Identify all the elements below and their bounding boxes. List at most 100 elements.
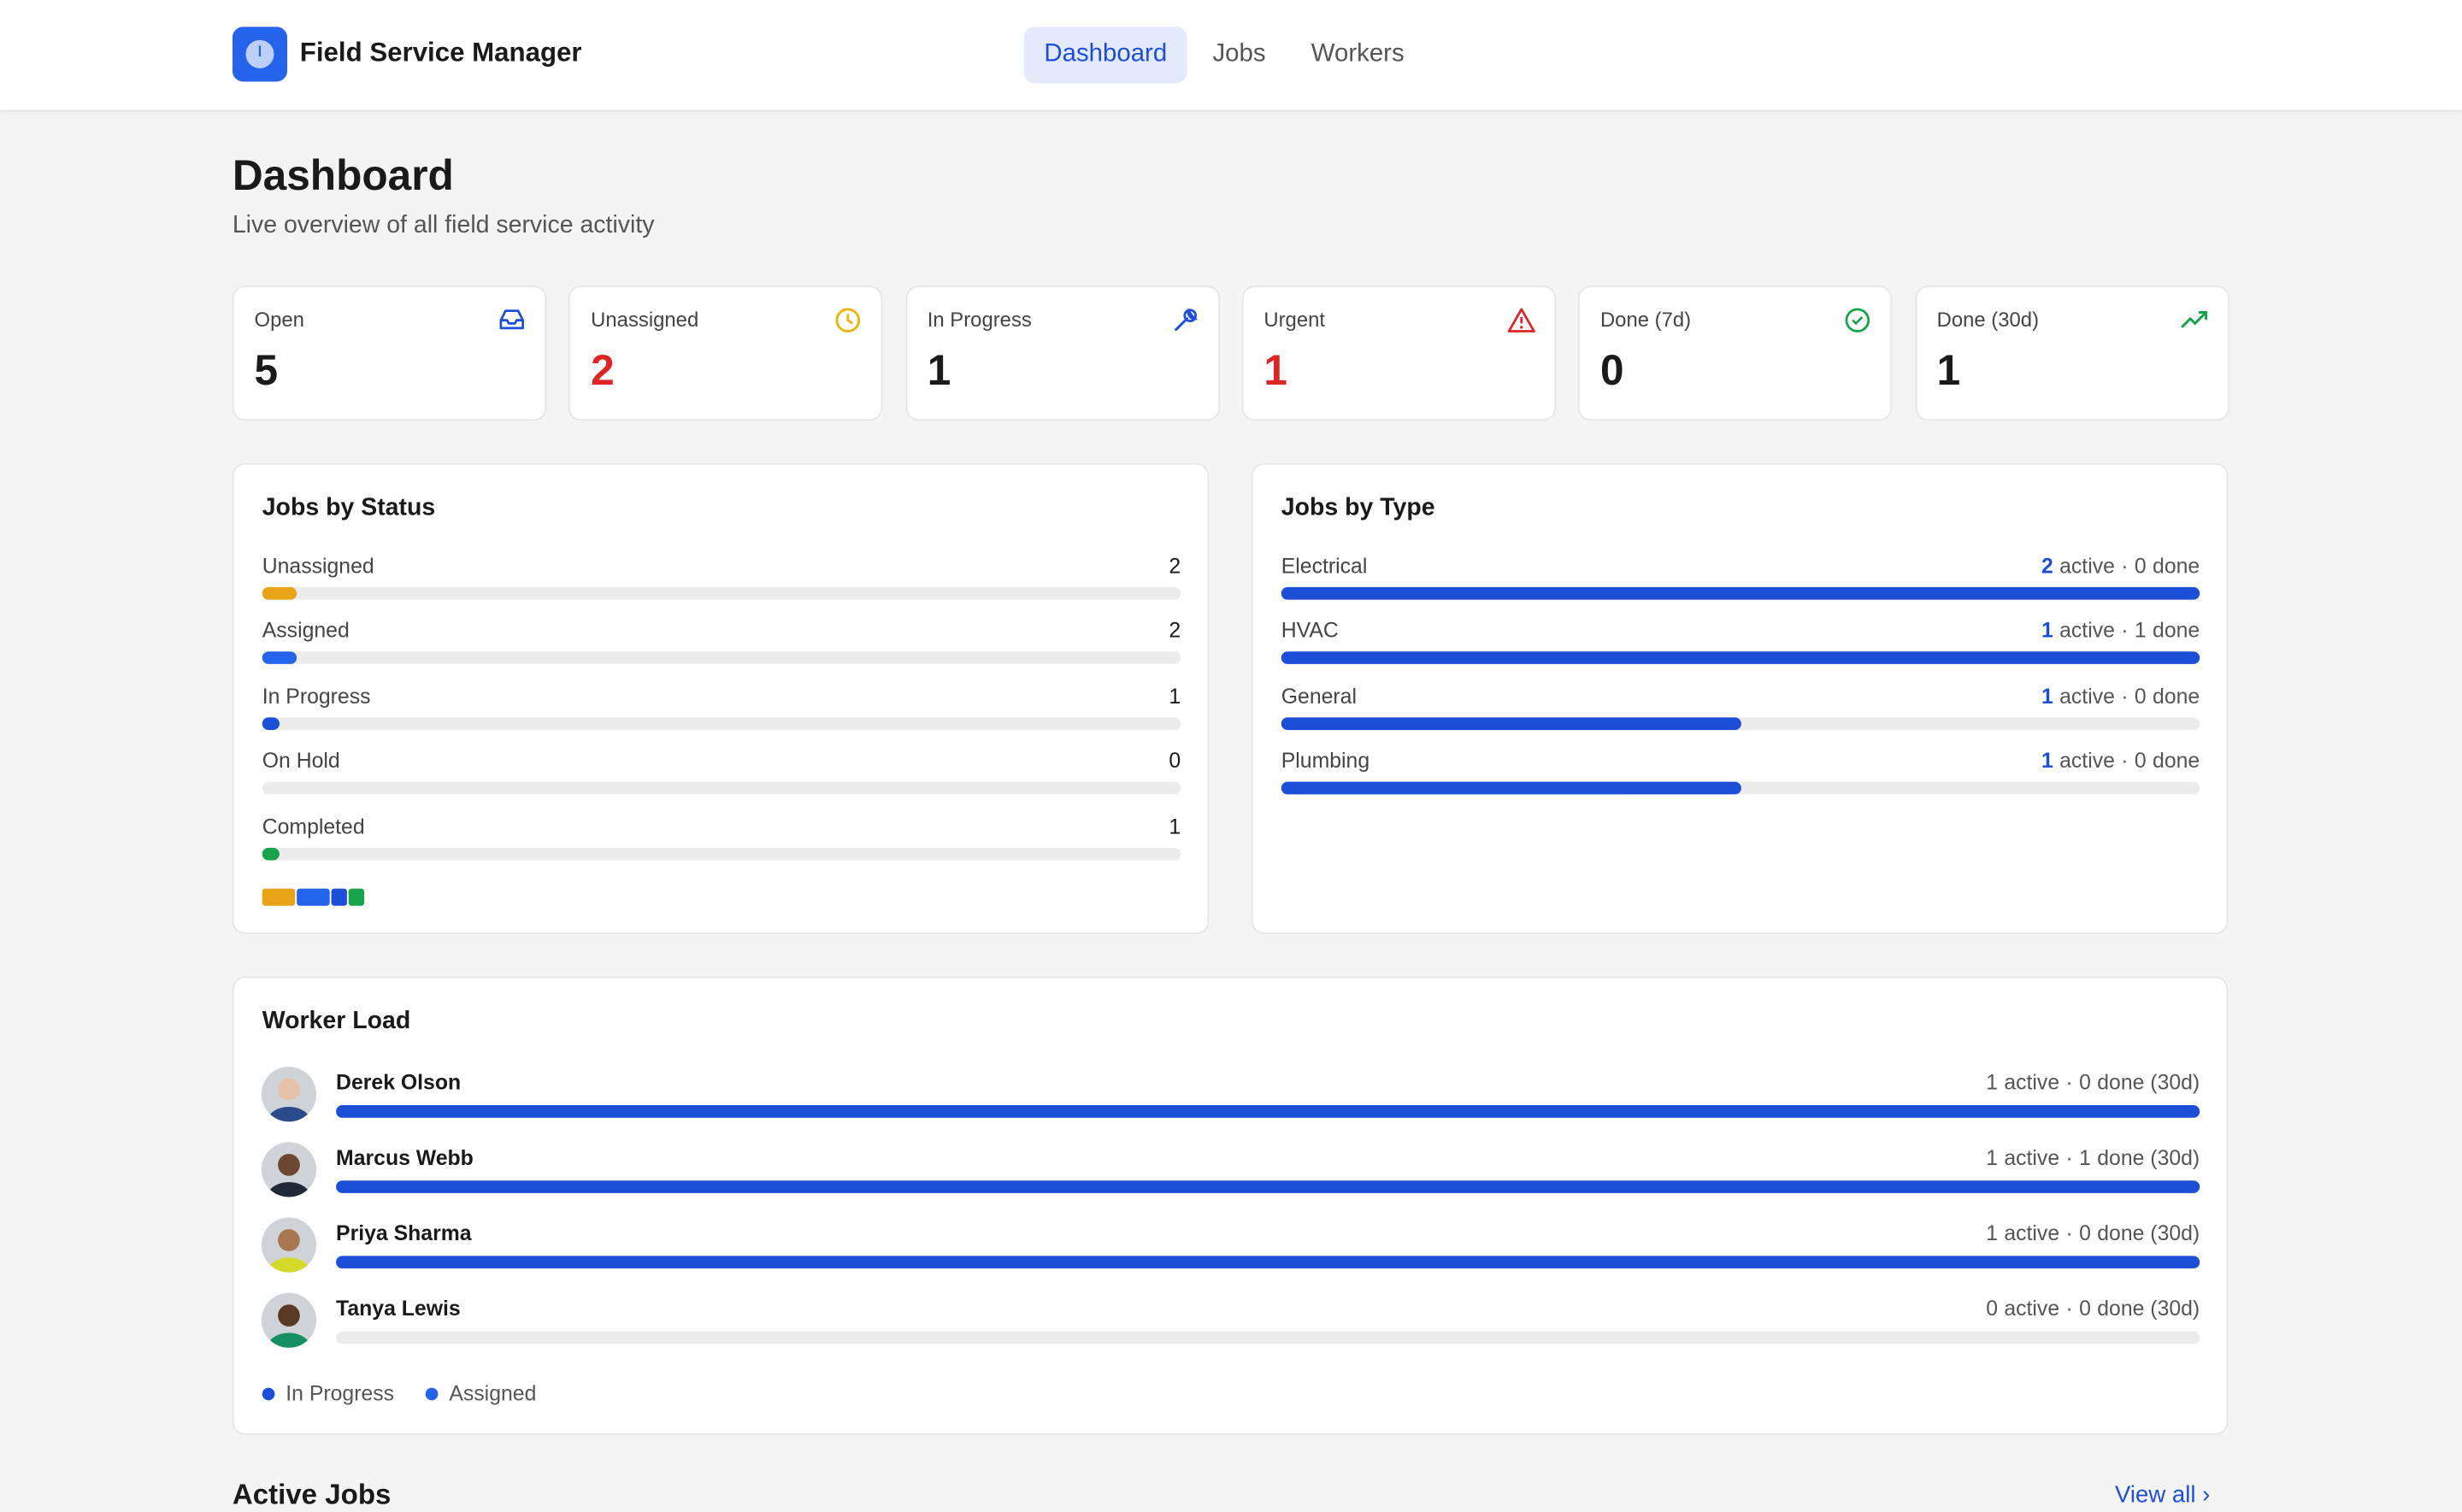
- stat-card: [1241, 285, 1556, 421]
- avatar: [261, 1292, 317, 1356]
- stat-value: 1: [927, 346, 951, 395]
- active-count: 1: [2041, 684, 2053, 708]
- done-count: 0: [2134, 684, 2147, 708]
- active-count: 1: [1986, 1070, 1998, 1095]
- type-label: HVAC: [1281, 619, 1339, 643]
- done-count: 0: [2134, 554, 2147, 578]
- avatar: [261, 1216, 317, 1280]
- active-word: active: [2059, 619, 2115, 643]
- card-title: Jobs by Status: [262, 494, 436, 521]
- worker-track: [336, 1180, 2200, 1193]
- stacked-segment: [331, 888, 347, 906]
- type-track: [1281, 716, 2200, 730]
- active-word: active: [2004, 1145, 2060, 1170]
- status-count: 2: [1169, 554, 1181, 578]
- active-word: active: [2004, 1070, 2060, 1095]
- legend-label: In Progress: [286, 1381, 395, 1405]
- stat-label: In Progress: [927, 307, 1032, 332]
- page-subtitle: Live overview of all field service activ…: [232, 211, 655, 239]
- separator: ·: [2121, 619, 2129, 643]
- type-label: Plumbing: [1281, 749, 1370, 774]
- active-count: 1: [1986, 1145, 1998, 1170]
- active-count: 0: [1986, 1297, 1998, 1321]
- card-title: Worker Load: [262, 1008, 411, 1035]
- status-track: [262, 847, 1181, 860]
- count-text: 1 active · 0 done: [2041, 684, 2200, 708]
- done-count: 0: [2134, 749, 2147, 774]
- type-bar: [1281, 586, 2200, 600]
- stat-label: Open: [254, 307, 304, 332]
- done-word: done: [2153, 619, 2200, 643]
- done-word: done (30d): [2097, 1221, 2200, 1245]
- separator: ·: [2121, 684, 2129, 708]
- status-count: 1: [1169, 814, 1181, 838]
- avatar: [261, 1066, 317, 1130]
- status-track: [262, 651, 1181, 665]
- stat-card: [1578, 285, 1893, 421]
- done-word: done: [2153, 684, 2200, 708]
- worker-card: [232, 976, 2229, 1435]
- done-word: done (30d): [2097, 1070, 2200, 1095]
- worker-name: Tanya Lewis: [336, 1297, 461, 1321]
- worker-bar: [336, 1180, 2200, 1193]
- status-bar: [262, 847, 280, 860]
- status-bar: [262, 716, 280, 730]
- status-label: Assigned: [262, 619, 350, 643]
- done-count: 0: [2079, 1297, 2091, 1321]
- nav-item[interactable]: Jobs: [1212, 40, 1266, 68]
- stat-value: 1: [1936, 346, 1961, 395]
- stat-value: 2: [591, 346, 615, 395]
- stat-icon: [1507, 306, 1535, 342]
- stat-label: Done (7d): [1599, 307, 1692, 332]
- stat-label: Urgent: [1263, 307, 1326, 332]
- nav: Dashboard Jobs Workers: [1023, 26, 1425, 84]
- active-count: 1: [2041, 749, 2053, 774]
- type-bar: [1281, 651, 2200, 665]
- status-track: [262, 716, 1181, 730]
- stat-card: [568, 285, 883, 421]
- stat-icon: [834, 306, 863, 342]
- active-count: 2: [2041, 554, 2053, 578]
- done-count: 0: [2079, 1070, 2091, 1095]
- active-word: active: [2059, 749, 2115, 774]
- separator: ·: [2065, 1145, 2073, 1170]
- active-word: active: [2059, 684, 2115, 708]
- stacked-segment: [297, 888, 330, 906]
- worker-track: [336, 1331, 2200, 1344]
- legend-dot: [425, 1387, 439, 1401]
- type-track: [1281, 586, 2200, 600]
- page-title: Dashboard: [232, 152, 454, 200]
- separator: ·: [2121, 749, 2129, 774]
- stat-value: 5: [254, 346, 279, 395]
- separator: ·: [2065, 1297, 2073, 1321]
- worker-bar: [336, 1256, 2200, 1269]
- count-text: 1 active · 0 done: [2041, 749, 2200, 773]
- type-track: [1281, 782, 2200, 795]
- worker-track: [336, 1105, 2200, 1118]
- nav-item[interactable]: Dashboard: [1023, 26, 1188, 84]
- brand[interactable]: Field Service Manager: [299, 38, 582, 68]
- view-all-link[interactable]: View all ›: [2115, 1481, 2211, 1509]
- nav-item[interactable]: Workers: [1311, 40, 1405, 68]
- type-bar: [1281, 716, 1740, 730]
- status-label: In Progress: [262, 684, 371, 708]
- separator: ·: [2121, 554, 2129, 578]
- status-bar: [262, 651, 297, 665]
- worker-track: [336, 1256, 2200, 1269]
- status-label: Completed: [262, 814, 365, 838]
- type-track: [1281, 651, 2200, 665]
- stat-value: 0: [1599, 346, 1624, 395]
- avatar: [261, 1141, 317, 1205]
- type-label: Electrical: [1281, 554, 1368, 578]
- stat-card: [1914, 285, 2229, 421]
- separator: ·: [2065, 1221, 2073, 1245]
- count-text: 0 active · 0 done (30d): [1986, 1297, 2200, 1321]
- type-card: [1251, 462, 2229, 934]
- count-text: 1 active · 0 done (30d): [1986, 1221, 2200, 1245]
- stacked-segment: [348, 888, 365, 906]
- active-word: active: [2059, 554, 2115, 578]
- section-title: Active Jobs: [232, 1479, 392, 1510]
- stat-card: [905, 285, 1220, 421]
